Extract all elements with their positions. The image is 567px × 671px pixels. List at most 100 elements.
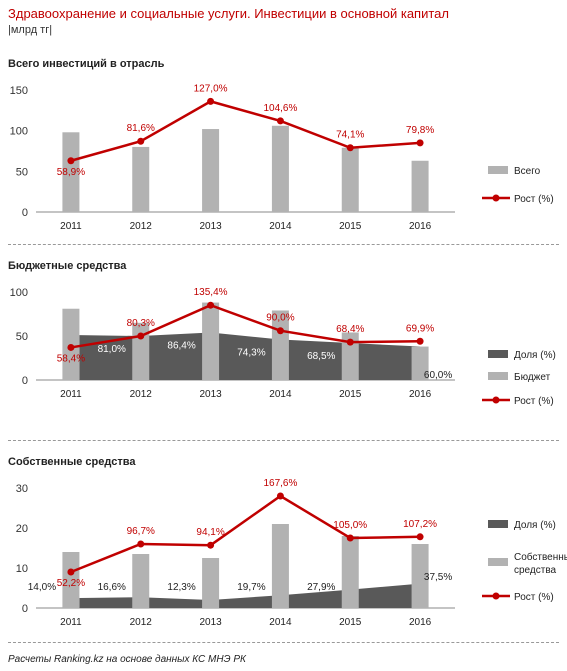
share-data-label: 16,6% bbox=[98, 582, 126, 593]
bar bbox=[341, 147, 359, 212]
bar bbox=[132, 554, 150, 608]
x-tick-label: 2013 bbox=[199, 617, 222, 628]
growth-point bbox=[207, 97, 215, 105]
share-data-label: 14,0% bbox=[28, 582, 56, 593]
y-tick-label: 20 bbox=[16, 523, 28, 535]
share-data-label: 19,7% bbox=[237, 582, 265, 593]
legend-swatch bbox=[488, 520, 508, 528]
growth-point bbox=[416, 533, 424, 541]
page-title: Здравоохранение и социальные услуги. Инв… bbox=[8, 6, 449, 21]
growth-data-label: 105,0% bbox=[333, 520, 367, 531]
y-tick-label: 100 bbox=[10, 126, 28, 138]
divider bbox=[8, 642, 559, 643]
legend-label-line: средства bbox=[514, 565, 557, 576]
x-tick-label: 2015 bbox=[339, 617, 362, 628]
growth-point bbox=[137, 332, 145, 340]
growth-data-label: 81,6% bbox=[127, 123, 155, 134]
legend-label: Всего bbox=[514, 166, 541, 177]
legend-label: Доля (%) bbox=[514, 520, 556, 531]
x-tick-label: 2015 bbox=[339, 389, 362, 400]
y-tick-label: 0 bbox=[22, 603, 28, 615]
legend-swatch bbox=[488, 372, 508, 380]
legend-point-swatch bbox=[492, 592, 500, 600]
legend-point-swatch bbox=[492, 396, 500, 404]
growth-point bbox=[346, 338, 354, 346]
chart-budget-funds: 0 50 100 2011 2012 2013 2014 2015 2016 82,3% 81,0%… bbox=[10, 287, 556, 407]
x-tick-label: 2011 bbox=[60, 221, 82, 232]
bar bbox=[132, 322, 150, 380]
bar bbox=[62, 132, 80, 212]
growth-data-label: 90,0% bbox=[266, 313, 294, 324]
growth-data-label: 167,6% bbox=[263, 478, 297, 489]
growth-line bbox=[70, 100, 421, 162]
bar bbox=[62, 552, 80, 608]
growth-point bbox=[207, 301, 215, 309]
growth-point bbox=[346, 534, 354, 542]
bar bbox=[202, 302, 220, 380]
legend-label: Доля (%) bbox=[514, 350, 556, 361]
bar bbox=[341, 536, 359, 608]
x-tick-label: 2012 bbox=[130, 617, 153, 628]
growth-data-label: 58,4% bbox=[57, 353, 85, 364]
growth-data-label: 69,9% bbox=[406, 323, 434, 334]
growth-point bbox=[207, 541, 215, 549]
legend-label: Рост (%) bbox=[514, 396, 554, 407]
growth-point bbox=[137, 540, 145, 548]
share-data-label: 82,3% bbox=[28, 343, 56, 354]
growth-line bbox=[70, 494, 421, 574]
x-tick-label: 2012 bbox=[130, 221, 153, 232]
legend-label: Рост (%) bbox=[514, 194, 554, 205]
chart-own-funds: 0 10 20 30 2011 2012 2013 2014 2015 2016 14,0% 16,6… bbox=[16, 478, 567, 628]
growth-data-label: 52,2% bbox=[57, 578, 85, 589]
x-tick-label: 2015 bbox=[339, 221, 362, 232]
x-tick-label: 2014 bbox=[269, 617, 292, 628]
x-tick-label: 2011 bbox=[60, 389, 82, 400]
growth-point bbox=[276, 327, 284, 335]
x-tick-label: 2012 bbox=[130, 389, 153, 400]
bar bbox=[411, 544, 429, 608]
bar bbox=[341, 332, 359, 380]
growth-point bbox=[67, 157, 75, 165]
growth-data-label: 79,8% bbox=[406, 125, 434, 136]
growth-data-label: 104,6% bbox=[263, 103, 297, 114]
y-tick-label: 0 bbox=[22, 375, 28, 387]
growth-data-label: 68,4% bbox=[336, 324, 364, 335]
growth-point bbox=[137, 137, 145, 145]
y-tick-label: 10 bbox=[16, 563, 28, 575]
y-tick-label: 150 bbox=[10, 85, 28, 97]
bar bbox=[202, 558, 220, 608]
bar bbox=[271, 524, 289, 608]
growth-data-label: 94,1% bbox=[196, 527, 224, 538]
growth-line bbox=[70, 303, 421, 349]
x-tick-label: 2016 bbox=[409, 617, 432, 628]
share-area bbox=[79, 583, 421, 608]
bar bbox=[411, 160, 429, 212]
growth-point bbox=[67, 343, 75, 351]
divider bbox=[8, 244, 559, 245]
x-tick-label: 2016 bbox=[409, 221, 432, 232]
x-tick-label: 2014 bbox=[269, 221, 292, 232]
share-data-label: 12,3% bbox=[167, 582, 195, 593]
x-tick-label: 2016 bbox=[409, 389, 432, 400]
growth-data-label: 96,7% bbox=[127, 526, 155, 537]
chart1-title: Всего инвестиций в отрасль bbox=[8, 58, 165, 70]
share-data-label: 68,5% bbox=[307, 351, 335, 362]
legend-label-line: Собственные bbox=[514, 551, 567, 563]
bar bbox=[271, 125, 289, 212]
x-tick-label: 2013 bbox=[199, 389, 222, 400]
unit-label: |млрд тг| bbox=[8, 24, 53, 36]
share-data-label: 81,0% bbox=[98, 344, 126, 355]
y-tick-label: 50 bbox=[16, 331, 28, 343]
share-data-label: 27,9% bbox=[307, 582, 335, 593]
share-data-label: 86,4% bbox=[167, 340, 195, 351]
growth-point bbox=[276, 492, 284, 500]
growth-data-label: 58,9% bbox=[57, 167, 85, 178]
legend-label: Бюджет bbox=[514, 372, 551, 383]
growth-point bbox=[416, 139, 424, 147]
growth-data-label: 135,4% bbox=[194, 287, 228, 298]
growth-point bbox=[346, 144, 354, 152]
growth-data-label: 74,1% bbox=[336, 130, 364, 141]
x-tick-label: 2014 bbox=[269, 389, 292, 400]
share-data-label: 37,5% bbox=[424, 572, 452, 583]
growth-data-label: 127,0% bbox=[194, 83, 228, 94]
